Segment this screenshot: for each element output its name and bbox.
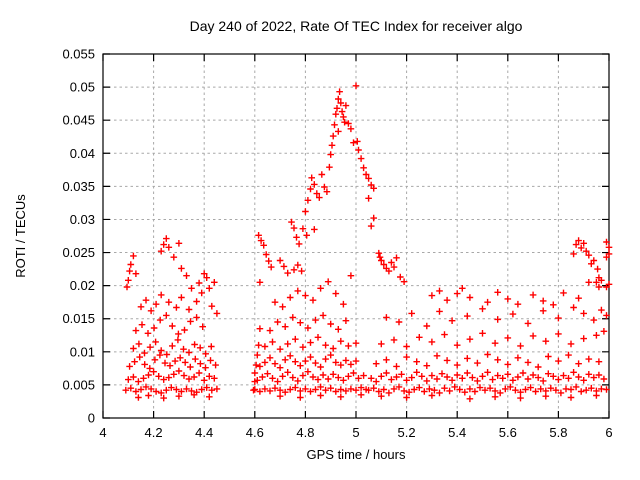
y-tick-labels: 0 0.005 0.01 0.015 0.02 0.025 0.03 0.035 0.04 0.0…	[62, 47, 95, 426]
y-tick-label: 0	[88, 411, 95, 426]
x-tick-label: 5.6	[499, 425, 517, 440]
y-axis-label: ROTI / TECUs	[13, 194, 28, 278]
x-tick-label: 4.2	[145, 425, 163, 440]
x-tick-label: 4	[99, 425, 106, 440]
x-tick-label: 5.2	[398, 425, 416, 440]
x-tick-label: 4.8	[296, 425, 314, 440]
y-tick-label: 0.015	[62, 311, 95, 326]
y-tick-label: 0.045	[62, 113, 95, 128]
x-tick-label: 4.6	[246, 425, 264, 440]
x-tick-label: 5	[352, 425, 359, 440]
chart-title: Day 240 of 2022, Rate Of TEC Index for r…	[190, 18, 523, 34]
x-tick-label: 6	[605, 425, 612, 440]
y-tick-label: 0.05	[70, 80, 95, 95]
y-tick-label: 0.025	[62, 245, 95, 260]
y-tick-label: 0.02	[70, 278, 95, 293]
y-tick-label: 0.03	[70, 212, 95, 227]
x-tick-label: 4.4	[195, 425, 213, 440]
grid-path	[103, 54, 609, 418]
gridlines	[103, 54, 609, 418]
x-tick-labels: 4 4.2 4.4 4.6 4.8 5 5.2 5.4 5.6 5.8 6	[99, 425, 612, 440]
x-tick-label: 5.8	[549, 425, 567, 440]
y-tick-label: 0.055	[62, 47, 95, 62]
plot-border	[102, 53, 610, 419]
y-tick-label: 0.005	[62, 377, 95, 392]
y-tick-label: 0.01	[70, 344, 95, 359]
y-tick-label: 0.04	[70, 146, 95, 161]
y-tick-label: 0.035	[62, 179, 95, 194]
roti-scatter-points	[122, 82, 613, 403]
x-tick-label: 5.4	[448, 425, 466, 440]
x-axis-label: GPS time / hours	[307, 447, 406, 462]
